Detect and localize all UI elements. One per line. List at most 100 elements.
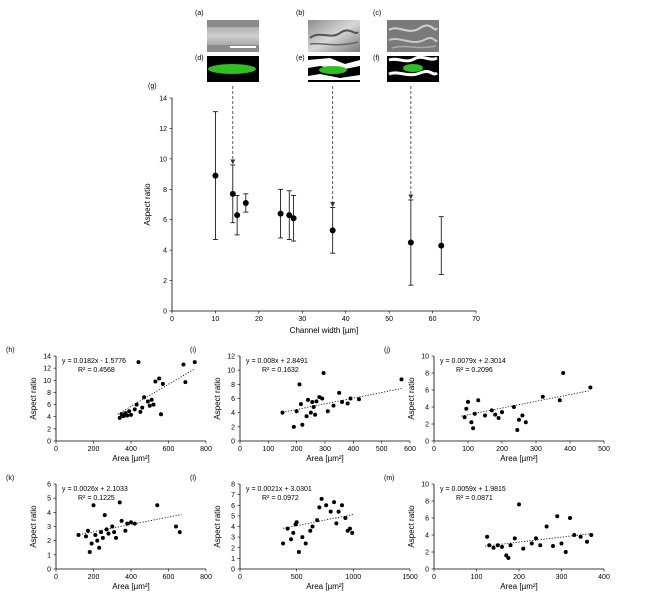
data-point (561, 371, 566, 375)
data-point (320, 396, 325, 401)
x-tick-label: 0 (238, 446, 242, 453)
r-squared: R² = 0.0972 (262, 495, 299, 502)
data-point (544, 524, 549, 529)
data-point (234, 212, 241, 219)
data-point (153, 379, 158, 384)
data-point (127, 409, 132, 414)
data-point (523, 420, 528, 425)
data-point (506, 555, 511, 560)
y-axis-label: Aspect ratio (29, 505, 38, 548)
y-tick-label: 0 (163, 309, 167, 316)
y-tick-label: 8 (47, 390, 51, 397)
data-point (306, 397, 310, 402)
data-point (112, 530, 117, 535)
y-tick-label: 2 (163, 278, 167, 285)
panel-label-e: (e) (296, 55, 305, 62)
data-point (311, 405, 316, 409)
micrograph-c (387, 20, 439, 52)
data-point (138, 409, 143, 414)
data-point (91, 503, 96, 508)
chart-j: 0 100 200 300 400 500 0 2 4 6 8 10 Area [µm²] Aspect … (384, 347, 610, 463)
y-tick-label: 8 (163, 187, 167, 194)
data-point (324, 503, 329, 508)
y-tick-label: 0 (231, 567, 235, 574)
data-point (495, 543, 500, 548)
x-tick-label: 0 (54, 446, 58, 453)
y-tick-label: 1 (231, 556, 235, 563)
data-point (140, 405, 145, 410)
segmentation-f (387, 55, 439, 82)
data-point (464, 406, 469, 411)
data-point (555, 514, 560, 519)
panel-label-j: (j) (384, 347, 390, 354)
data-point (181, 362, 186, 367)
data-point-group (290, 194, 297, 242)
data-point (99, 530, 103, 535)
data-point (512, 536, 517, 541)
data-point (500, 410, 504, 415)
data-point (84, 534, 88, 539)
scale-bar (230, 46, 256, 48)
data-point (159, 412, 163, 417)
data-point (589, 533, 594, 537)
data-point (147, 403, 152, 408)
data-point (489, 408, 494, 413)
y-tick-label: 12 (227, 354, 235, 361)
data-point-group (329, 207, 336, 254)
y-tick-label: 6 (47, 482, 51, 489)
y-tick-label: 4 (231, 410, 235, 417)
data-point (300, 422, 305, 427)
data-point (551, 544, 555, 549)
x-axis-label: Area [µm²] (112, 454, 150, 463)
data-point (399, 377, 404, 382)
panel-label-i: (i) (190, 347, 196, 354)
data-point (145, 399, 150, 404)
data-point (87, 550, 92, 554)
data-point (517, 417, 521, 422)
y-tick-label: 0 (425, 567, 429, 574)
data-point (357, 397, 361, 402)
data-point (350, 530, 355, 535)
y-tick-label: 6 (425, 388, 429, 395)
y-tick-label: 0 (47, 439, 51, 446)
data-point (508, 543, 513, 548)
data-point (93, 533, 98, 537)
panel-label-h: (h) (6, 347, 15, 354)
y-axis-label: Aspect ratio (143, 183, 152, 226)
micrograph-b (308, 20, 360, 52)
data-point (177, 530, 182, 535)
x-tick-label: 30 (298, 316, 306, 323)
x-axis-label: Area [µm²] (500, 454, 538, 463)
data-point (521, 546, 526, 551)
data-point (155, 503, 160, 508)
y-tick-label: 10 (227, 368, 235, 375)
x-tick-label: 200 (88, 446, 100, 453)
data-point-group (286, 190, 293, 240)
trend-equation: y = 0.0026x + 2.1033 (62, 486, 128, 493)
data-point (151, 402, 156, 407)
data-point (315, 518, 320, 523)
data-point-group (407, 199, 414, 286)
data-point (291, 424, 296, 429)
data-point (281, 541, 286, 546)
data-point (280, 410, 285, 415)
y-tick-label: 10 (421, 354, 429, 361)
y-axis-label: Aspect ratio (213, 505, 222, 548)
x-tick-label: 0 (432, 446, 436, 453)
trend-line (282, 387, 403, 413)
data-point (308, 410, 313, 415)
data-point (517, 502, 521, 507)
data-point (334, 521, 339, 526)
data-point (192, 360, 197, 365)
data-point (310, 400, 315, 405)
data-point (588, 385, 593, 390)
data-point (289, 537, 293, 542)
x-tick-label: 0 (54, 574, 58, 581)
data-point (337, 390, 342, 395)
data-point (466, 399, 470, 404)
x-tick-label: 0 (238, 574, 242, 581)
data-point (491, 545, 496, 550)
data-point (321, 371, 326, 375)
data-point (149, 397, 154, 402)
r-squared: R² = 0.0871 (456, 495, 493, 502)
